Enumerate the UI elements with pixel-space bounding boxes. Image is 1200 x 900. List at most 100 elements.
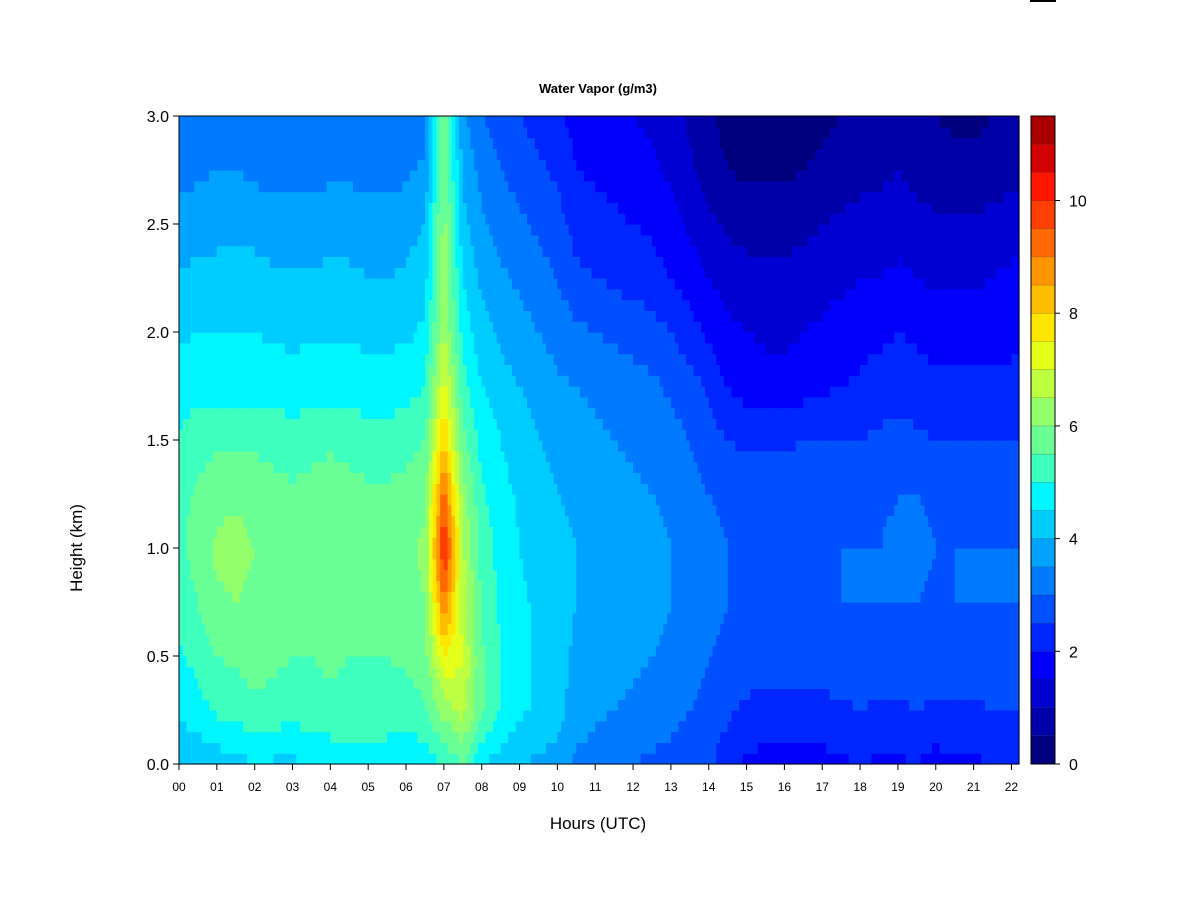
heatmap-cell (508, 537, 513, 549)
heatmap-cell (451, 623, 456, 635)
heatmap-cell (440, 656, 445, 668)
heatmap-cell (663, 591, 668, 603)
heatmap-cell (462, 537, 468, 549)
heatmap-cell (708, 753, 714, 765)
heatmap-cell (935, 548, 941, 560)
heatmap-cell (969, 742, 975, 754)
heatmap-cell (519, 753, 524, 765)
heatmap-cell (810, 537, 816, 549)
heatmap-cell (394, 602, 400, 614)
heatmap-cell (621, 634, 627, 646)
heatmap-cell (424, 526, 430, 538)
heatmap-cell (432, 666, 437, 679)
heatmap-cell (962, 623, 967, 635)
heatmap-cell (856, 548, 861, 560)
heatmap-cell (466, 731, 471, 743)
heatmap-cell (829, 537, 835, 549)
heatmap-cell (791, 558, 797, 571)
heatmap-cell (254, 623, 260, 635)
heatmap-cell (739, 612, 744, 625)
heatmap-cell (213, 591, 218, 603)
heatmap-cell (610, 634, 615, 646)
heatmap-cell (326, 677, 331, 689)
heatmap-cell (288, 515, 294, 527)
heatmap-cell (913, 677, 918, 689)
heatmap-cell (186, 591, 191, 603)
heatmap-cell (281, 666, 286, 679)
heatmap-cell (863, 612, 869, 625)
heatmap-cell (406, 731, 411, 743)
heatmap-cell (897, 612, 903, 625)
heatmap-cell (950, 666, 956, 679)
heatmap-cell (515, 580, 521, 592)
heatmap-cell (712, 591, 717, 603)
heatmap-cell (273, 580, 278, 592)
heatmap-cell (629, 569, 634, 581)
heatmap-cell (595, 526, 600, 538)
heatmap-cell (678, 720, 683, 733)
heatmap-cell (262, 569, 267, 581)
heatmap-cell (394, 526, 400, 538)
heatmap-cell (791, 623, 797, 635)
heatmap-cell (322, 645, 328, 657)
heatmap-cell (780, 753, 785, 765)
heatmap-cell (757, 526, 763, 538)
heatmap-cell (837, 656, 842, 668)
heatmap-cell (235, 688, 241, 700)
heatmap-cell (962, 666, 967, 679)
heatmap-cell (852, 720, 857, 733)
heatmap-cell (591, 720, 596, 733)
heatmap-cell (913, 688, 918, 700)
heatmap-cell (194, 699, 199, 711)
heatmap-cell (470, 591, 475, 603)
heatmap-cell (179, 731, 184, 743)
heatmap-cell (209, 558, 214, 571)
heatmap-cell (493, 720, 498, 733)
heatmap-cell (633, 634, 638, 646)
heatmap-cell (356, 602, 362, 614)
heatmap-cell (383, 548, 388, 560)
heatmap-cell (897, 537, 903, 549)
heatmap-cell (981, 742, 986, 754)
heatmap-cell (704, 688, 710, 700)
heatmap-cell (882, 569, 888, 581)
heatmap-cell (485, 753, 490, 765)
heatmap-cell (674, 612, 680, 625)
heatmap-cell (844, 753, 850, 765)
heatmap-cell (667, 612, 672, 625)
heatmap-cell (761, 580, 767, 592)
heatmap-cell (474, 612, 479, 625)
heatmap-cell (776, 688, 782, 700)
heatmap-cell (1000, 699, 1005, 711)
heatmap-cell (882, 645, 888, 657)
heatmap-cell (394, 720, 400, 733)
heatmap-cell (334, 656, 339, 668)
heatmap-cell (712, 666, 717, 679)
heatmap-cell (674, 645, 680, 657)
heatmap-cell (614, 602, 619, 614)
heatmap-cell (814, 612, 820, 625)
heatmap-cell (466, 656, 471, 668)
heatmap-cell (784, 580, 789, 592)
heatmap-cell (860, 548, 865, 560)
heatmap-cell (871, 645, 876, 657)
heatmap-cell (474, 699, 479, 711)
heatmap-cell (243, 569, 248, 581)
heatmap-cell (447, 591, 453, 603)
heatmap-cell (943, 602, 948, 614)
heatmap-cell (201, 602, 207, 614)
heatmap-cell (322, 612, 328, 625)
heatmap-cell (754, 656, 759, 668)
heatmap-cell (788, 731, 793, 743)
heatmap-cell (519, 677, 524, 689)
heatmap-cell (1015, 699, 1020, 711)
heatmap-cell (334, 526, 339, 538)
heatmap-cell (750, 548, 755, 560)
heatmap-cell (844, 731, 850, 743)
heatmap-cell (595, 645, 600, 657)
heatmap-cell (988, 666, 994, 679)
heatmap-cell (235, 548, 241, 560)
heatmap-cell (689, 580, 695, 592)
heatmap-cell (269, 677, 275, 689)
heatmap-cell (701, 548, 706, 560)
